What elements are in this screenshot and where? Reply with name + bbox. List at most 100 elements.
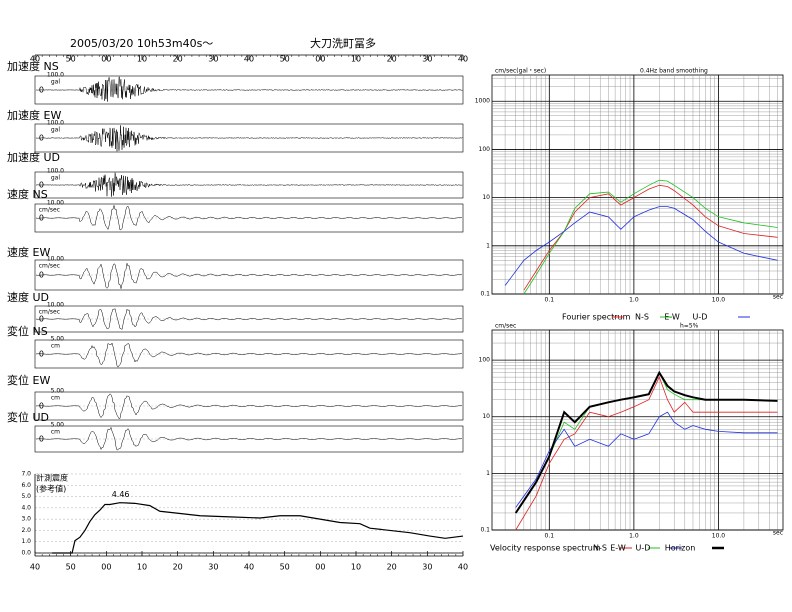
- trace-unit: cm: [51, 343, 60, 350]
- chart-title: 0.4Hz band smoothing: [640, 68, 708, 75]
- legend-label: N-S: [593, 544, 607, 553]
- legend-label: E-W: [610, 544, 626, 553]
- time-tick-label: 20: [387, 563, 397, 572]
- waveform: [35, 263, 463, 289]
- y-tick-label: 1000: [475, 98, 490, 105]
- trace-unit: gal: [51, 175, 60, 182]
- trace-unit: cm/sec: [39, 309, 60, 316]
- time-tick-label: 30: [208, 55, 218, 64]
- time-tick-label: 20: [387, 55, 397, 64]
- trace-title: 加速度 NS: [7, 59, 59, 73]
- time-tick-label: 40: [458, 55, 468, 64]
- intensity-line: [52, 502, 464, 554]
- x-tick-label: 10.0: [712, 533, 726, 540]
- trace-title: 速度 EW: [7, 245, 50, 259]
- chart-title: h=5%: [680, 323, 699, 330]
- y-tick-label: 3.0: [21, 516, 31, 523]
- legend-title: Velocity response spectrum: [490, 544, 601, 553]
- time-tick-label: 00: [315, 563, 325, 572]
- y-tick-label: 5.0: [21, 493, 31, 500]
- y-axis-label: cm/sec(gal・sec): [495, 68, 546, 75]
- x-tick-label: 0.1: [545, 533, 555, 540]
- trace-scale: 100.0: [47, 168, 64, 175]
- time-tick-label: 30: [208, 563, 218, 572]
- y-tick-label: 1: [486, 242, 490, 249]
- trace-title: 加速度 EW: [7, 108, 61, 122]
- trace-scale: 5.00: [51, 336, 65, 343]
- time-tick-label: 10: [351, 55, 361, 64]
- trace-scale: 10.00: [47, 302, 64, 309]
- y-tick-label: 100: [479, 146, 491, 153]
- spectrum-line: [515, 376, 778, 531]
- x-tick-label: 0.1: [545, 297, 555, 304]
- legend-label: N-S: [635, 313, 649, 322]
- trace-unit: gal: [51, 127, 60, 134]
- trace-title: 速度 NS: [7, 187, 48, 201]
- trace-scale: 5.00: [51, 422, 65, 429]
- time-tick-label: 10: [137, 55, 147, 64]
- legend-title: Fourier spectrum: [562, 313, 631, 322]
- trace-scale: 100.0: [47, 120, 64, 127]
- time-tick-label: 00: [315, 55, 325, 64]
- legend-label: U-D: [693, 313, 708, 322]
- trace-title: 変位 NS: [7, 324, 48, 338]
- time-tick-label: 00: [101, 563, 111, 572]
- trace-title: 変位 UD: [7, 410, 49, 424]
- waveform: [35, 125, 463, 152]
- waveform: [35, 76, 463, 102]
- legend-label: Horizon: [665, 544, 696, 553]
- waveform: [36, 342, 462, 368]
- waveform: [35, 172, 463, 197]
- waveform: [35, 426, 462, 451]
- y-tick-label: 0.1: [480, 527, 490, 534]
- time-tick-label: 20: [173, 563, 183, 572]
- time-tick-label: 40: [458, 563, 468, 572]
- time-tick-label: 40: [30, 563, 40, 572]
- legend-label: U-D: [636, 544, 651, 553]
- time-tick-label: 50: [66, 55, 76, 64]
- trace-unit: cm: [51, 395, 60, 402]
- time-tick-label: 40: [244, 55, 254, 64]
- trace-unit: gal: [51, 79, 60, 86]
- time-tick-label: 10: [137, 563, 147, 572]
- spectrum-line: [523, 184, 778, 291]
- time-tick-label: 50: [280, 563, 290, 572]
- time-tick-label: 20: [173, 55, 183, 64]
- trace-title: 変位 EW: [7, 373, 50, 387]
- waveform: [35, 205, 463, 231]
- time-tick-label: 40: [244, 563, 254, 572]
- y-tick-label: 100: [479, 357, 491, 364]
- trace-title: 加速度 UD: [7, 150, 60, 164]
- y-tick-label: 0.0: [21, 550, 31, 557]
- intensity-title: 計測震度: [36, 473, 68, 483]
- x-tick-label: 1.0: [629, 297, 639, 304]
- x-axis-label: sec: [773, 530, 783, 537]
- y-tick-label: 4.0: [21, 504, 31, 511]
- time-tick-label: 30: [422, 55, 432, 64]
- y-tick-label: 2.0: [21, 527, 31, 534]
- trace-title: 速度 UD: [7, 290, 49, 304]
- spectrum-line: [523, 179, 778, 295]
- intensity-title: (参考値): [36, 484, 66, 494]
- time-tick-label: 50: [280, 55, 290, 64]
- peak-label: 4.46: [112, 490, 130, 499]
- trace-scale: 10.00: [47, 256, 64, 263]
- trace-scale: 10.00: [47, 200, 64, 207]
- trace-unit: cm/sec: [39, 263, 60, 270]
- y-tick-label: 0.1: [480, 291, 490, 298]
- y-tick-label: 7.0: [21, 471, 31, 478]
- time-tick-label: 00: [101, 55, 111, 64]
- station-name: 大刀洗町冨多: [310, 36, 376, 50]
- trace-unit: cm: [51, 429, 60, 436]
- plot-frame: [491, 74, 784, 295]
- time-tick-label: 50: [66, 563, 76, 572]
- y-tick-label: 10: [482, 194, 490, 201]
- time-tick-label: 40: [30, 55, 40, 64]
- x-tick-label: 10.0: [712, 297, 726, 304]
- time-tick-label: 10: [351, 563, 361, 572]
- time-tick-label: 30: [422, 563, 432, 572]
- waveform: [36, 393, 462, 419]
- y-tick-label: 10: [482, 413, 490, 420]
- spectrum-line: [515, 411, 778, 508]
